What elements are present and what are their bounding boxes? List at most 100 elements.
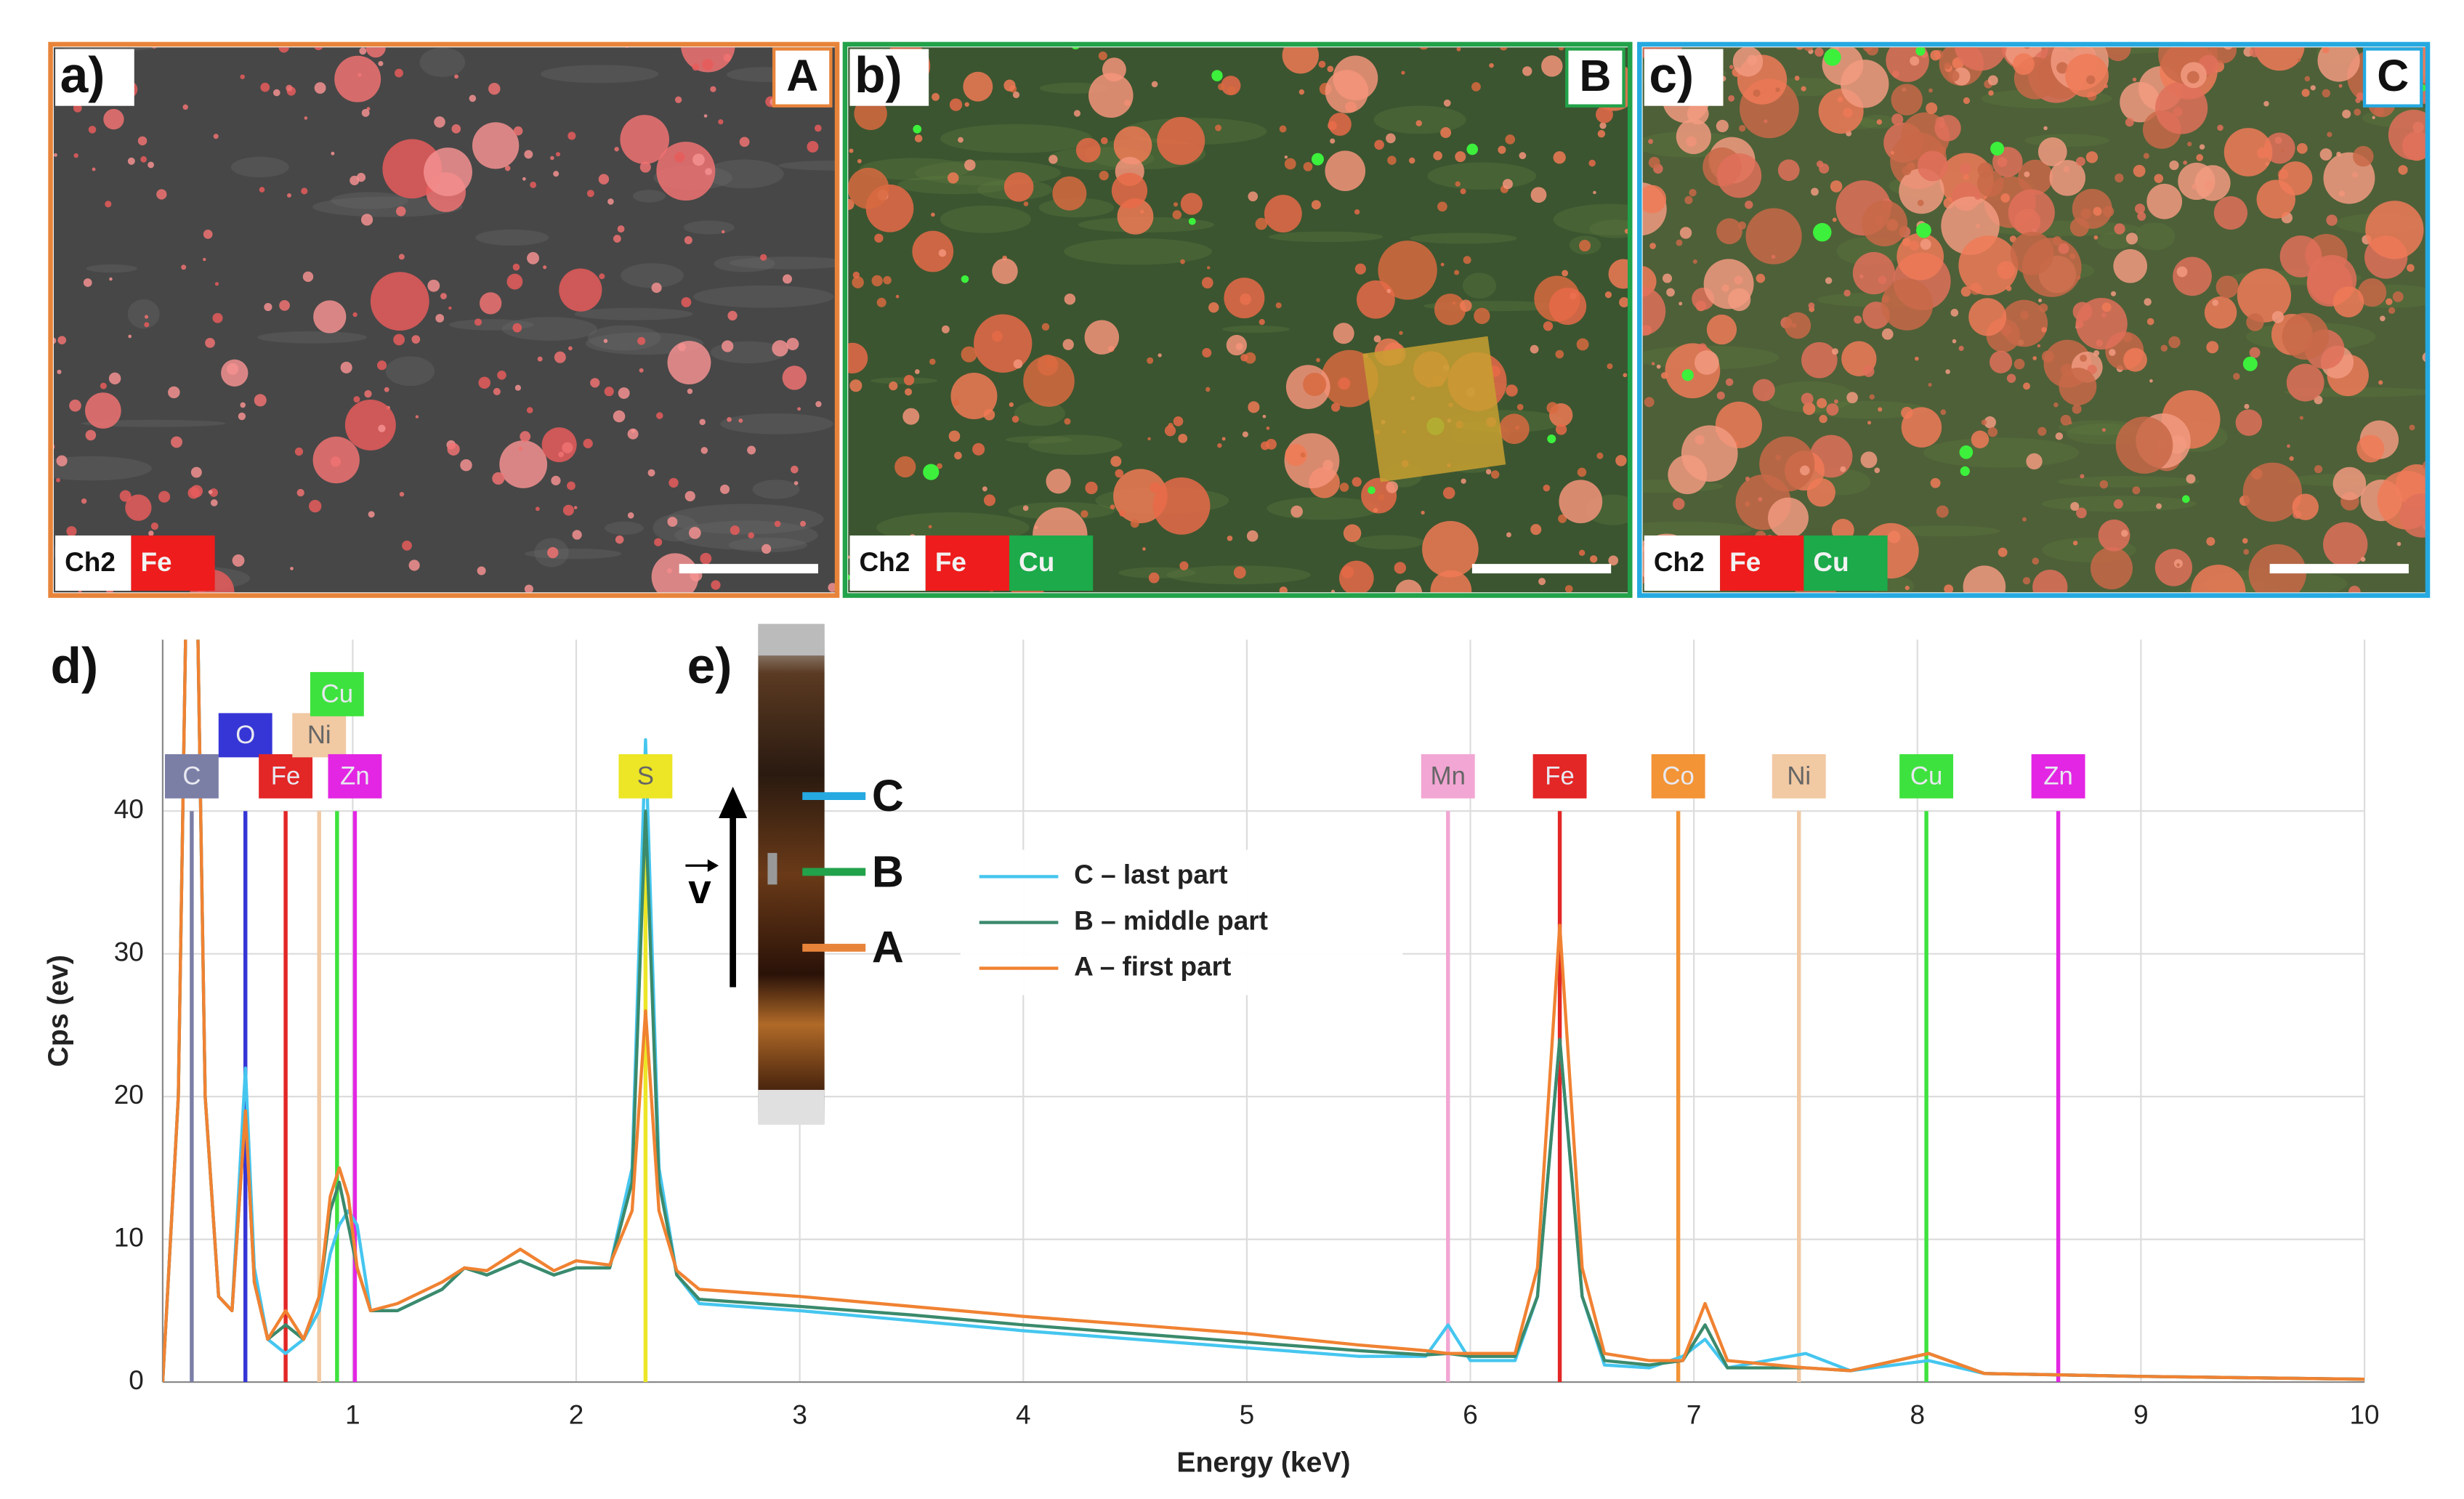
particle <box>2237 268 2292 323</box>
particle <box>1266 438 1277 450</box>
x-tick-label: 7 <box>1687 1400 1702 1430</box>
particle <box>537 356 543 362</box>
particle <box>2380 315 2386 322</box>
particle <box>852 271 860 279</box>
particle <box>1158 353 1162 357</box>
particle <box>1960 163 1971 175</box>
particle <box>783 274 793 284</box>
particle <box>1753 379 1775 402</box>
element-label-box <box>310 671 364 716</box>
panel-label: d) <box>51 637 99 694</box>
particle <box>1747 54 1758 65</box>
particle <box>1716 119 1729 133</box>
particle <box>1958 345 1964 352</box>
particle <box>651 553 699 593</box>
particle <box>1235 343 1243 351</box>
particle <box>451 124 461 134</box>
particle <box>1150 482 1161 493</box>
particle <box>524 150 533 159</box>
particle <box>1327 65 1334 73</box>
texture <box>1373 105 1466 134</box>
particle <box>313 300 347 334</box>
texture <box>705 159 784 189</box>
particle <box>2032 570 2068 593</box>
particle <box>168 386 180 399</box>
vector-arrow-head <box>707 859 719 872</box>
particle <box>1442 487 1455 499</box>
particle <box>572 530 582 540</box>
particle <box>2169 160 2179 171</box>
particle <box>1684 195 1693 205</box>
x-tick-label: 6 <box>1463 1400 1478 1430</box>
particle <box>1378 241 1437 300</box>
particle <box>1373 507 1378 513</box>
particle <box>1394 562 1407 574</box>
spectrum-chart: 0 10 20 30 40 1 2 3 4 5 6 7 8 9 10 Energy (keV) Cps (ev)… <box>43 637 2380 1478</box>
particle <box>874 233 884 243</box>
particle <box>56 455 68 466</box>
particle <box>1843 289 1851 297</box>
particle <box>2043 126 2048 131</box>
particle <box>1386 133 1396 144</box>
particle <box>1110 456 1122 467</box>
particle <box>2360 557 2366 562</box>
particle <box>53 444 55 450</box>
particle <box>938 249 947 257</box>
element-label-box <box>328 753 382 799</box>
particle <box>2032 557 2040 565</box>
particle <box>1915 356 1919 361</box>
particle <box>213 134 219 140</box>
particle <box>203 230 213 239</box>
particle <box>721 230 725 234</box>
particle <box>1729 65 1734 70</box>
particle <box>1202 348 1212 358</box>
particle <box>514 384 521 391</box>
particle <box>1841 60 1889 108</box>
particle <box>1215 124 1222 132</box>
particle <box>1321 350 1378 408</box>
particle <box>2093 235 2099 240</box>
particle <box>1756 273 1766 283</box>
particle <box>1490 470 1500 479</box>
particle <box>1952 339 1957 344</box>
particle <box>2125 233 2138 245</box>
particle <box>1608 555 1619 566</box>
texture <box>632 190 666 203</box>
particle <box>2154 174 2164 183</box>
particle <box>1608 259 1629 289</box>
element-label: S <box>637 763 654 791</box>
particle <box>85 392 121 429</box>
texture <box>2024 134 2110 148</box>
particle <box>2160 344 2168 352</box>
particle <box>232 554 245 567</box>
particle <box>848 167 889 209</box>
particle <box>203 257 206 262</box>
particle <box>1902 238 1911 247</box>
particle <box>1543 484 1551 492</box>
cu-particle <box>1959 445 1974 459</box>
particle <box>2254 47 2305 71</box>
particle <box>447 443 460 456</box>
texture <box>605 521 644 536</box>
particle <box>1771 254 1776 259</box>
particle <box>912 230 954 272</box>
particle <box>2365 201 2424 259</box>
legend-label: A – first part <box>1074 951 1231 981</box>
channel-label: Ch2 <box>65 547 116 577</box>
particle <box>1157 116 1205 165</box>
cu-particle <box>1990 142 2005 156</box>
particle <box>352 312 358 318</box>
element-label-box <box>259 753 313 799</box>
channel-box <box>1644 535 1721 591</box>
particle <box>1934 115 1961 142</box>
particle <box>1505 134 1516 145</box>
element-label: C <box>182 763 201 791</box>
particle <box>1816 161 1824 168</box>
particle <box>1073 110 1081 117</box>
particle <box>941 325 950 334</box>
particle <box>613 235 621 243</box>
particle <box>2338 84 2343 88</box>
particle <box>1419 47 1429 50</box>
particle <box>931 212 935 217</box>
particle <box>2156 503 2162 509</box>
